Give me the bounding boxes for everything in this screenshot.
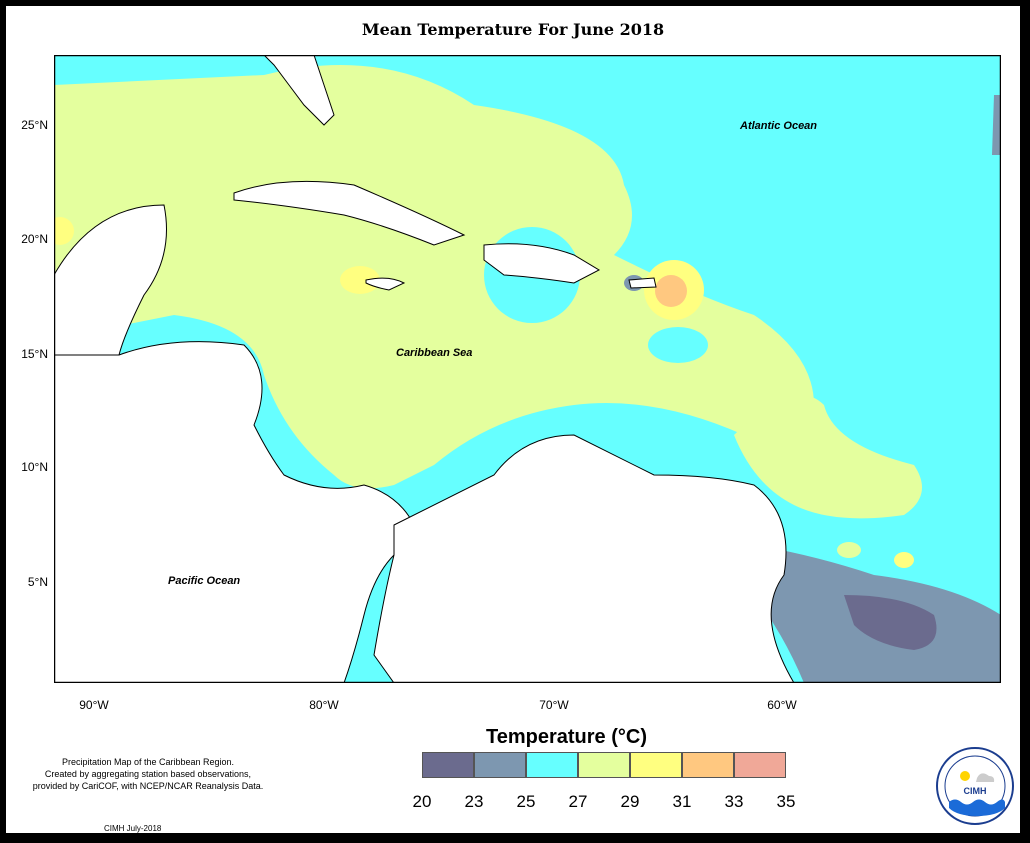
map-border — [54, 55, 1001, 683]
land-florida — [263, 55, 335, 126]
atlantic-ocean-label: Atlantic Ocean — [740, 120, 818, 132]
lat-label: 10°N — [21, 460, 48, 474]
legend-tick: 33 — [724, 792, 744, 811]
legend-swatch — [422, 752, 474, 778]
credit-date: CIMH July-2018 — [104, 824, 162, 833]
lat-label: 5°N — [27, 575, 48, 589]
legend-swatch — [526, 752, 578, 778]
land-mexico-yucatan — [54, 204, 167, 356]
legend-tick: 20 — [412, 792, 432, 811]
legend-swatch — [630, 752, 682, 778]
lat-label: 25°N — [21, 118, 48, 132]
legend-tick: 27 — [568, 792, 588, 811]
caribbean-sea-label: Caribbean Sea — [396, 347, 473, 359]
logo-text: CIMH — [964, 786, 987, 796]
credit-line: Precipitation Map of the Caribbean Regio… — [61, 757, 235, 767]
map-title: Mean Temperature For June 2018 — [361, 20, 665, 39]
credit-line: provided by CariCOF, with NCEP/NCAR Rean… — [32, 781, 264, 791]
zone-27-29-lesser-antilles — [734, 395, 922, 519]
credit-line: Created by aggregating station based obs… — [44, 769, 252, 779]
land-hispaniola — [483, 243, 601, 284]
wave-icon — [949, 799, 1005, 816]
legend-title: Temperature (°C) — [486, 726, 647, 748]
land-puerto-rico — [628, 277, 657, 289]
temperature-map — [54, 55, 1001, 683]
legend-tick: 31 — [672, 792, 692, 811]
cloud-icon — [976, 773, 995, 782]
pacific-ocean-label: Pacific Ocean — [168, 575, 241, 587]
zone-29-31-guyana — [894, 552, 914, 568]
zone-31-33-puerto-rico — [655, 275, 687, 307]
legend-tick: 25 — [516, 792, 536, 811]
zone-29-31-jamaica — [340, 266, 380, 294]
lon-label: 90°W — [79, 698, 109, 712]
zone-29-31-west — [54, 217, 74, 245]
zone-25-27-north — [648, 327, 708, 363]
zone-23-25-atlantic-edge — [992, 95, 1001, 155]
legend-tick: 35 — [776, 792, 796, 811]
lat-label: 20°N — [21, 232, 48, 246]
zone-20-23-guianas — [844, 595, 937, 650]
lon-label: 80°W — [309, 698, 339, 712]
land-central-america — [54, 341, 415, 683]
land-jamaica — [365, 277, 406, 291]
sun-icon — [960, 771, 970, 781]
legend-swatch — [682, 752, 734, 778]
land-cuba — [233, 180, 466, 246]
legend-tick: 29 — [620, 792, 640, 811]
zone-27-29-caribbean — [54, 65, 814, 489]
figure-panel: { "title": "Mean Temperature For June 20… — [6, 6, 1020, 833]
lon-label: 70°W — [539, 698, 569, 712]
legend-swatch — [474, 752, 526, 778]
legend-swatch — [734, 752, 786, 778]
zone-27-29-suriname — [837, 542, 861, 558]
lat-label: 15°N — [21, 347, 48, 361]
legend-swatch — [578, 752, 630, 778]
land-south-america — [373, 434, 795, 683]
credit-text: Precipitation Map of the Caribbean Regio… — [8, 756, 288, 792]
cimh-logo: CIMH — [936, 747, 1014, 825]
lon-label: 60°W — [767, 698, 797, 712]
legend-tick: 23 — [464, 792, 484, 811]
